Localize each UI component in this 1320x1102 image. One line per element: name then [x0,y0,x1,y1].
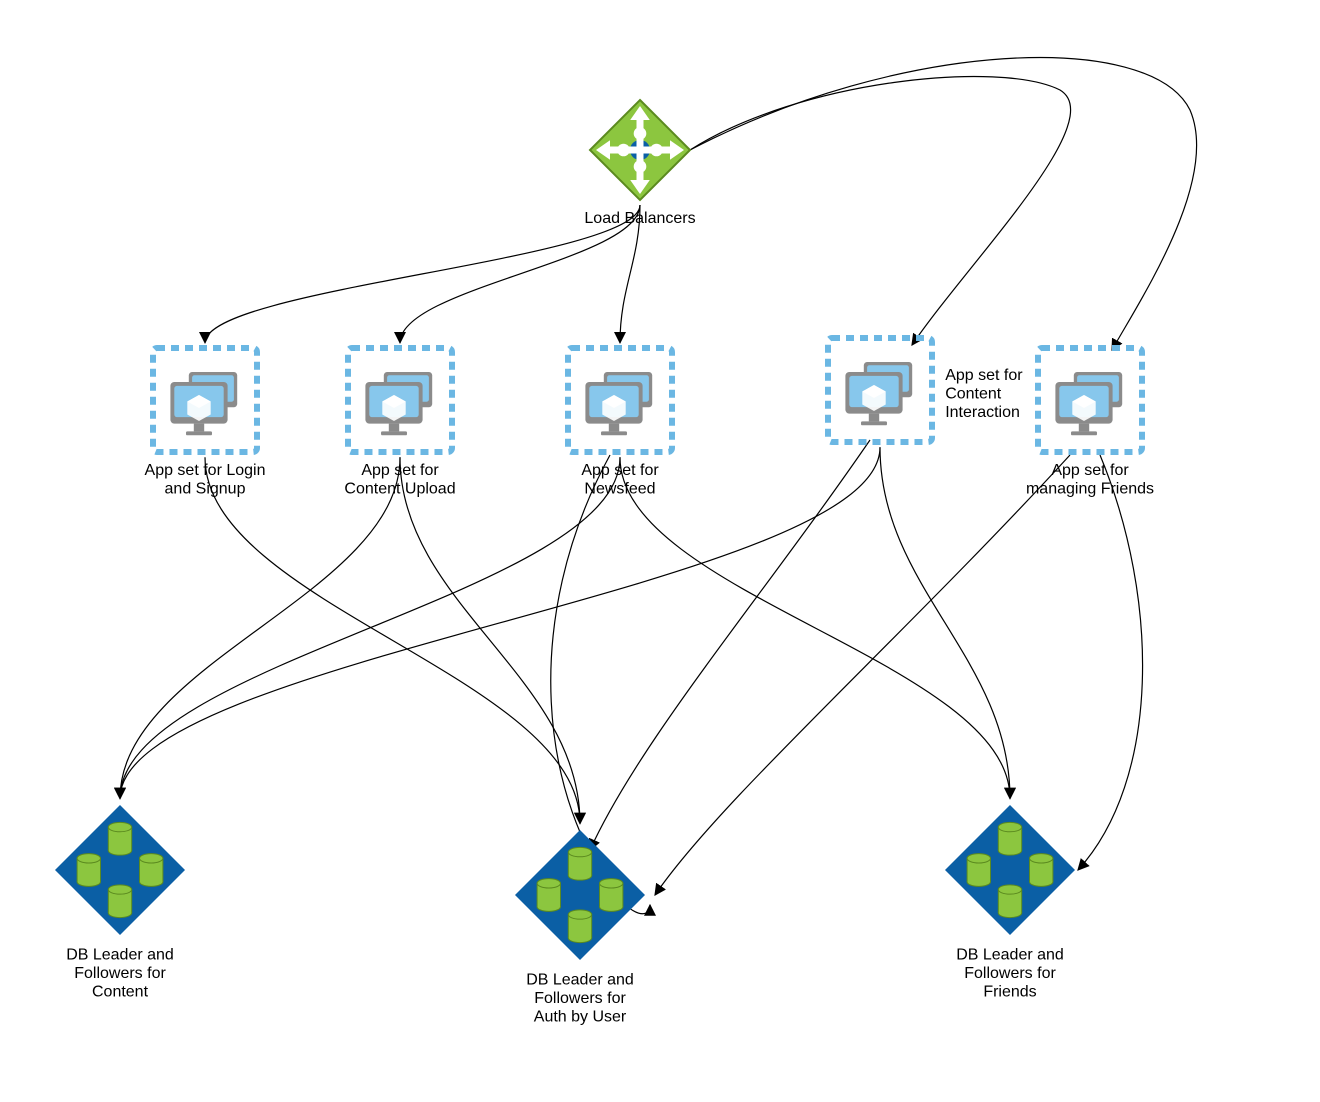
node-db2: DB Leader andFollowers forAuth by User [515,830,645,1025]
edge-lb-app4 [690,77,1071,346]
node-app4-label: App set forContentInteraction [945,367,1023,421]
edge-app1-db2 [205,457,580,823]
node-app1: App set for Loginand Signup [145,348,266,498]
node-db2-label: DB Leader andFollowers forAuth by User [526,972,634,1026]
node-app4: App set forContentInteraction [828,338,1023,442]
edge-app4-db2 [590,440,870,850]
node-db1-label: DB Leader andFollowers forContent [66,947,174,1001]
node-app5-label: App set formanaging Friends [1026,462,1154,497]
architecture-diagram: Load Balancers App set for Loginand Signu… [0,0,1320,1102]
node-app1-label: App set for Loginand Signup [145,462,266,497]
nodes-layer: Load Balancers App set for Loginand Signu… [55,100,1154,1025]
edge-lb-app5 [690,58,1197,350]
edge-app2-db1 [120,457,400,798]
edge-app4-db1 [120,447,880,798]
node-app3: App set forNewsfeed [568,348,672,498]
node-lb-label: Load Balancers [584,210,695,227]
edge-lb-app1 [205,205,640,343]
node-app3-label: App set forNewsfeed [581,462,659,497]
node-db3-label: DB Leader andFollowers forFriends [956,947,1064,1001]
node-app5: App set formanaging Friends [1026,348,1154,498]
node-db3: DB Leader andFollowers forFriends [945,805,1075,1000]
node-db1: DB Leader andFollowers forContent [55,805,185,1000]
node-app2-label: App set forContent Upload [344,462,455,497]
edge-app5-db3 [1078,455,1143,870]
node-app2: App set forContent Upload [344,348,455,498]
edge-app3-db3 [620,457,1010,798]
